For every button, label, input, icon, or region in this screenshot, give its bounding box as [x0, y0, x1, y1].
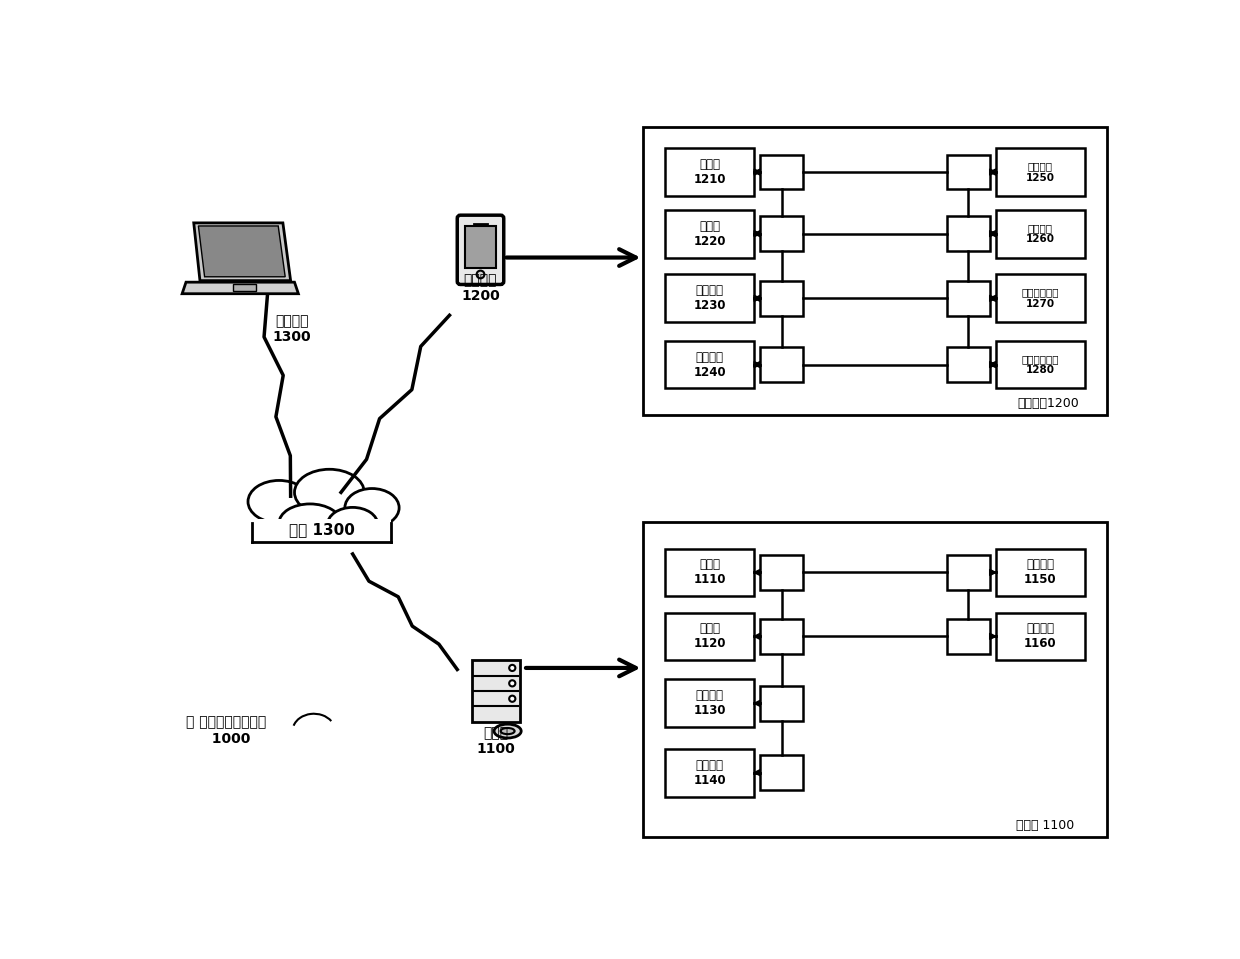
Text: 音频输出装置
1270: 音频输出装置 1270 [1022, 288, 1059, 309]
Polygon shape [990, 633, 996, 640]
Polygon shape [754, 769, 760, 776]
Text: 接口装置
1130: 接口装置 1130 [693, 690, 725, 717]
Polygon shape [233, 285, 255, 291]
Text: 通信装置
1240: 通信装置 1240 [693, 351, 725, 379]
Text: 网络 1300: 网络 1300 [289, 522, 355, 537]
Polygon shape [990, 230, 996, 237]
Bar [760, 154, 804, 189]
Bar [465, 226, 496, 268]
Bar [644, 522, 1107, 837]
Text: 服务器 1100: 服务器 1100 [1016, 819, 1074, 831]
Bar [947, 347, 990, 382]
Bar [996, 274, 1085, 322]
Bar [996, 613, 1085, 660]
Bar [760, 756, 804, 790]
Polygon shape [990, 169, 996, 175]
Bar [760, 217, 804, 251]
Text: 存储器
1120: 存储器 1120 [693, 622, 725, 650]
Circle shape [476, 270, 485, 278]
Text: 接口装置
1230: 接口装置 1230 [693, 284, 725, 313]
Polygon shape [754, 633, 760, 640]
Bar [996, 549, 1085, 596]
Ellipse shape [494, 724, 521, 738]
Bar [665, 680, 754, 727]
Polygon shape [193, 222, 290, 281]
Text: 通信装置
1140: 通信装置 1140 [693, 759, 725, 786]
Bar [252, 520, 392, 550]
Polygon shape [754, 169, 760, 175]
Polygon shape [990, 570, 996, 575]
Bar [760, 686, 804, 720]
Bar [996, 210, 1085, 258]
Bar [665, 549, 754, 596]
Ellipse shape [345, 488, 399, 527]
Polygon shape [990, 362, 996, 367]
Ellipse shape [501, 728, 515, 735]
Text: 处理器
1110: 处理器 1110 [693, 558, 725, 587]
Bar [760, 620, 804, 654]
Bar [947, 154, 990, 189]
Polygon shape [754, 230, 760, 237]
Ellipse shape [248, 480, 310, 523]
Bar [947, 281, 990, 316]
Text: 显示装置
1250: 显示装置 1250 [1025, 161, 1055, 183]
Ellipse shape [295, 469, 365, 516]
Polygon shape [754, 362, 760, 367]
Polygon shape [990, 295, 996, 301]
Bar [996, 149, 1085, 196]
Polygon shape [754, 700, 760, 707]
Text: ｜ 风险特征挖掘系统
  1000: ｜ 风险特征挖掘系统 1000 [186, 715, 267, 746]
Bar [644, 127, 1107, 415]
Text: 存储器
1220: 存储器 1220 [693, 220, 725, 247]
Text: 显示装置
1150: 显示装置 1150 [1024, 558, 1056, 587]
Bar [665, 274, 754, 322]
Polygon shape [754, 169, 760, 175]
Bar [665, 149, 754, 196]
Text: 服务器
1100: 服务器 1100 [476, 726, 516, 757]
Polygon shape [754, 295, 760, 301]
Bar [665, 749, 754, 797]
Polygon shape [990, 169, 996, 175]
Polygon shape [754, 570, 760, 575]
Text: 终端设切1200: 终端设切1200 [1018, 397, 1080, 409]
Ellipse shape [327, 507, 378, 542]
Text: 输入装置
1160: 输入装置 1160 [1024, 622, 1056, 650]
Text: 终端设备
1300: 终端设备 1300 [273, 314, 311, 344]
Polygon shape [990, 295, 996, 301]
Circle shape [510, 695, 516, 702]
Text: 终端设备
1200: 终端设备 1200 [461, 273, 500, 303]
Polygon shape [990, 362, 996, 367]
Bar [665, 210, 754, 258]
Text: 音频采取装置
1280: 音频采取装置 1280 [1022, 354, 1059, 375]
Bar [947, 555, 990, 590]
Bar [760, 555, 804, 590]
FancyBboxPatch shape [458, 215, 503, 285]
Bar [996, 340, 1085, 388]
Bar [472, 660, 520, 722]
Polygon shape [182, 282, 299, 293]
Bar [760, 281, 804, 316]
Bar [760, 347, 804, 382]
Bar [947, 217, 990, 251]
Text: 输入装置
1260: 输入装置 1260 [1025, 222, 1055, 245]
Polygon shape [754, 295, 760, 301]
Polygon shape [754, 362, 760, 367]
Bar [665, 613, 754, 660]
Polygon shape [198, 226, 285, 277]
Bar [947, 620, 990, 654]
Ellipse shape [279, 503, 341, 543]
Polygon shape [990, 230, 996, 237]
Circle shape [510, 680, 516, 687]
Bar [665, 340, 754, 388]
Circle shape [510, 665, 516, 671]
Polygon shape [754, 230, 760, 237]
Text: 处理器
1210: 处理器 1210 [693, 158, 725, 186]
